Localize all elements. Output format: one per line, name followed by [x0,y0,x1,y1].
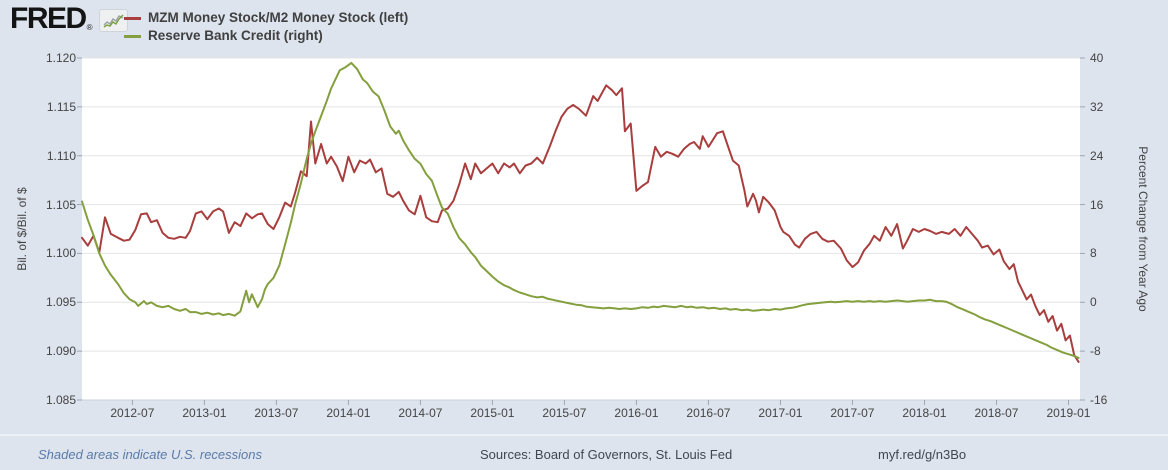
left-axis-tick-label: 1.100 [45,246,76,261]
recession-note-link[interactable]: Shaded areas indicate U.S. recessions [38,447,263,462]
fred-logo[interactable]: FRED ® [10,2,128,35]
x-axis-tick-label: 2013-01 [182,406,227,420]
x-axis-tick-label: 2018-07 [974,406,1019,420]
x-axis-tick-label: 2016-01 [614,406,659,420]
x-axis-tick-label: 2014-07 [398,406,443,420]
right-axis-tick-label: -8 [1090,344,1101,359]
right-axis-tick-label: 8 [1090,246,1097,261]
left-axis-tick-label: 1.120 [45,51,76,65]
legend: MZM Money Stock/M2 Money Stock (left) Re… [124,9,408,45]
x-axis-tick-label: 2017-07 [830,406,875,420]
series-line-mzm-m2 [81,84,1080,363]
left-axis-tick-label: 1.085 [45,393,76,407]
short-url-link[interactable]: myf.red/g/n3Bo [878,447,967,462]
legend-item-reserve-bank-credit[interactable]: Reserve Bank Credit (right) [124,27,408,45]
chart-plot-area[interactable] [77,57,1085,405]
registered-trademark-icon: ® [86,23,93,32]
x-axis-tick-label: 2015-07 [542,406,587,420]
right-axis-tick-label: 24 [1090,148,1104,163]
legend-label-reserve-bank-credit: Reserve Bank Credit (right) [148,28,323,43]
right-axis-tick-label: 0 [1090,295,1097,310]
left-axis-tick-label: 1.110 [46,148,76,163]
x-axis-tick-label: 2016-07 [686,406,731,420]
left-axis-tick-label: 1.115 [46,99,76,114]
x-axis-tick-label: 2017-01 [758,406,803,420]
legend-item-mzm-m2[interactable]: MZM Money Stock/M2 Money Stock (left) [124,9,408,27]
right-axis-tick-label: -16 [1090,393,1108,407]
x-axis-tick-label: 2015-01 [470,406,515,420]
right-axis-tick-label: 32 [1090,99,1104,114]
left-axis-tick-label: 1.090 [45,344,76,359]
right-axis-tick-label: 40 [1090,51,1104,65]
x-axis-tick-label: 2014-01 [326,406,371,420]
mini-line-chart-icon [98,9,128,32]
series-line-reserve-bank-credit [81,61,1080,359]
right-axis-tick-label: 16 [1090,197,1104,212]
mzm-m2-line-swatch [124,16,141,20]
left-axis-tick-label: 1.095 [45,295,76,310]
x-axis-tick-label: 2013-07 [254,406,299,420]
fred-logo-text: FRED [10,2,87,35]
right-axis-title: Percent Change from Year Ago [1136,146,1150,312]
x-axis-tick-label: 2019-01 [1046,406,1091,420]
legend-label-mzm-m2: MZM Money Stock/M2 Money Stock (left) [148,10,409,25]
reserve-bank-credit-line-swatch [124,34,141,38]
x-axis-tick-label: 2018-01 [902,406,947,420]
sources-text: Sources: Board of Governors, St. Louis F… [480,447,733,462]
footer-divider [0,434,1168,436]
x-axis-tick-label: 2012-07 [110,406,155,420]
left-axis-tick-label: 1.105 [45,197,76,212]
